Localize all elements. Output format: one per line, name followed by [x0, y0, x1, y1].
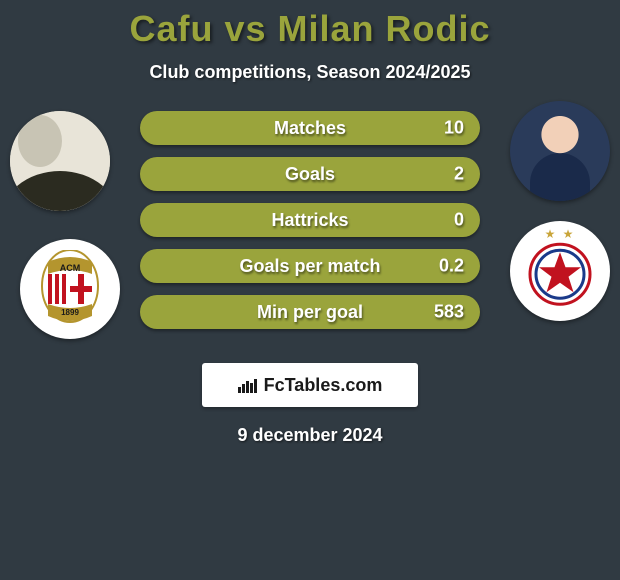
branding-badge: FcTables.com: [202, 363, 418, 407]
stat-label: Matches: [274, 118, 346, 139]
avatar-placeholder-icon: [10, 111, 110, 211]
svg-text:ACM: ACM: [60, 263, 81, 273]
date-label: 9 december 2024: [0, 425, 620, 446]
ac-milan-crest-icon: ACM 1899: [41, 250, 99, 328]
stars-icon: ★ ★: [545, 227, 576, 241]
svg-text:1899: 1899: [61, 308, 79, 317]
stat-value-right: 10: [444, 118, 464, 139]
stat-label: Goals per match: [239, 256, 380, 277]
stat-row: Goals per match 0.2: [140, 249, 480, 283]
bar-chart-icon: [238, 377, 258, 393]
page-title: Cafu vs Milan Rodic: [0, 8, 620, 50]
red-star-crest-icon: [528, 242, 592, 306]
stat-value-right: 583: [434, 302, 464, 323]
comparison-card: Cafu vs Milan Rodic Club competitions, S…: [0, 0, 620, 446]
stat-label: Goals: [285, 164, 335, 185]
stat-row: Matches 10: [140, 111, 480, 145]
stat-bars: Matches 10 Goals 2 Hattricks 0 Goals per…: [140, 111, 480, 341]
stat-value-right: 0.2: [439, 256, 464, 277]
branding-label: FcTables.com: [264, 375, 383, 396]
player-avatar-right: [510, 101, 610, 201]
stat-row: Goals 2: [140, 157, 480, 191]
stat-label: Min per goal: [257, 302, 363, 323]
stat-label: Hattricks: [271, 210, 348, 231]
subtitle: Club competitions, Season 2024/2025: [0, 62, 620, 83]
stat-row: Min per goal 583: [140, 295, 480, 329]
club-badge-right: ★ ★: [510, 221, 610, 321]
player-avatar-left: [10, 111, 110, 211]
stat-value-right: 0: [454, 210, 464, 231]
stat-row: Hattricks 0: [140, 203, 480, 237]
comparison-body: ACM 1899 ★ ★: [0, 111, 620, 351]
stat-value-right: 2: [454, 164, 464, 185]
club-badge-left: ACM 1899: [20, 239, 120, 339]
